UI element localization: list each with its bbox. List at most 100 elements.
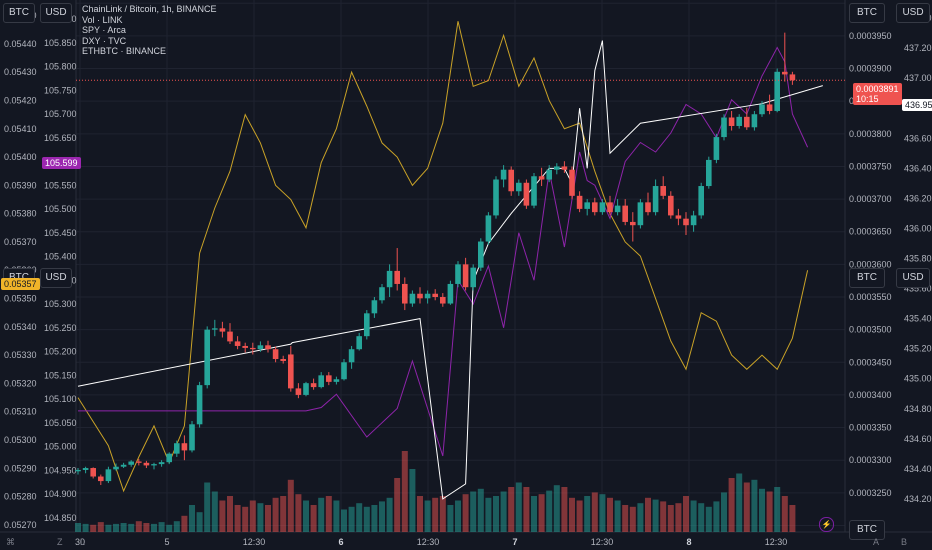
candle-body [713,137,720,160]
auto-scale-icon[interactable]: A [873,537,880,547]
axis-btc-button[interactable]: BTC [849,520,885,540]
volume-bar [751,479,758,532]
left-scale-usd-button[interactable]: USD [40,3,72,23]
candle-body [234,341,241,346]
link-tick-label: 0.0003950 [849,31,892,41]
link-tick-label: 0.0003550 [849,292,892,302]
volume-bar [204,482,211,532]
left-scale-btc-button[interactable]: BTC [3,3,35,23]
log-icon[interactable]: L [80,537,86,547]
candle-body [500,169,507,180]
candle-body [478,241,484,268]
link-tick-label: 0.0003700 [849,194,892,204]
dxy-tick-label: 105.800 [44,62,77,72]
volume-bar [683,496,689,532]
volume-bar [379,501,385,532]
candle-body [227,331,233,342]
volume-bar [135,521,142,532]
volume-bar [90,524,97,532]
spy-price-tag: 436.95 [902,99,932,111]
volume-bar [607,497,613,532]
candle-body [523,182,530,206]
legend-item-dxy[interactable]: DXY · TVC [82,35,127,46]
candle-body [675,215,682,219]
candle-body [637,202,644,226]
time-tick-label: 12:30 [417,537,440,547]
ethbtc-tick-label: 0.05420 [4,95,37,105]
volume-bar [97,522,104,532]
volume-bar [310,505,317,532]
candle-body [174,443,180,454]
volume-bar [318,497,325,532]
candle-body [333,379,340,382]
right-scale-btc-button-2[interactable]: BTC [849,268,885,288]
spy-tick-label: 435.80 [904,253,932,263]
link-tick-label: 0.0003300 [849,455,892,465]
spy-tick-label: 435.00 [904,374,932,384]
candle-body [782,71,788,75]
volume-bar [531,496,537,532]
legend-item-spy[interactable]: SPY · Arca [82,25,126,35]
candle-body [212,328,218,330]
candle-body [158,462,165,465]
candle-body [204,329,210,386]
candle-body [447,283,454,304]
candle-body [295,388,302,395]
volume-bar [675,503,682,532]
candle-body [531,176,537,206]
volume-bar [698,503,705,532]
right-scale-usd-button-2[interactable]: USD [896,268,930,288]
volume-bar [82,523,89,532]
volume-bar [325,496,332,532]
ethbtc-tick-label: 0.05280 [4,492,37,502]
volume-bar [265,505,271,532]
ethbtc-tick-label: 0.05300 [4,435,37,445]
zoom-icon[interactable]: Z [57,537,63,547]
scale-mode-icon[interactable]: B [901,537,908,547]
volume-bar [348,506,355,532]
candle-body [348,349,355,363]
volume-bar [394,478,401,532]
candle-body [455,264,461,284]
volume-bar [546,490,553,532]
candle-body [288,354,294,389]
ethbtc-tick-label: 0.05430 [4,67,37,77]
dxy-tick-label: 105.100 [44,394,77,404]
link-tick-label: 0.0003900 [849,64,892,74]
spy-tick-label: 436.60 [904,133,932,143]
volume-bar [759,488,765,532]
right-scale-usd-button[interactable]: USD [896,3,930,23]
candle-body [120,464,127,467]
time-tick-label: 12:30 [591,537,614,547]
legend-item-ethbtc[interactable]: ETHBTC · BINANCE [82,46,167,56]
candle-body [789,74,796,81]
candle-body [690,215,697,226]
volume-bar [105,524,112,532]
candle-body [128,461,134,465]
settings-icon[interactable]: ⌘ [6,537,15,547]
dxy-tick-label: 105.000 [44,442,77,452]
candle-body [280,359,286,361]
spy-tick-label: 435.40 [904,314,932,324]
candle-body [105,469,112,482]
volume-bar [234,505,241,532]
volume-bar [591,492,598,532]
ethbtc-tick-label: 0.05410 [4,124,37,134]
candle-body [736,116,742,126]
link-tick-label: 0.0003600 [849,259,892,269]
candle-body [569,169,575,196]
legend-item-vol[interactable]: Vol · LINK [82,14,123,25]
dxy-tick-label: 105.550 [44,180,77,190]
dxy-tick-label: 105.300 [44,299,77,309]
link-tick-label: 0.0003450 [849,357,892,367]
volume-bar [538,494,545,532]
lightning-icon[interactable]: ⚡ [819,517,834,532]
link-tick-label: 0.0003750 [849,161,892,171]
volume-bar [561,487,568,532]
candle-body [432,293,438,298]
right-scale-btc-button[interactable]: BTC [849,3,885,23]
left-scale-usd-button-2[interactable]: USD [40,268,72,288]
volume-bar [500,491,507,532]
candle-body [402,283,408,304]
